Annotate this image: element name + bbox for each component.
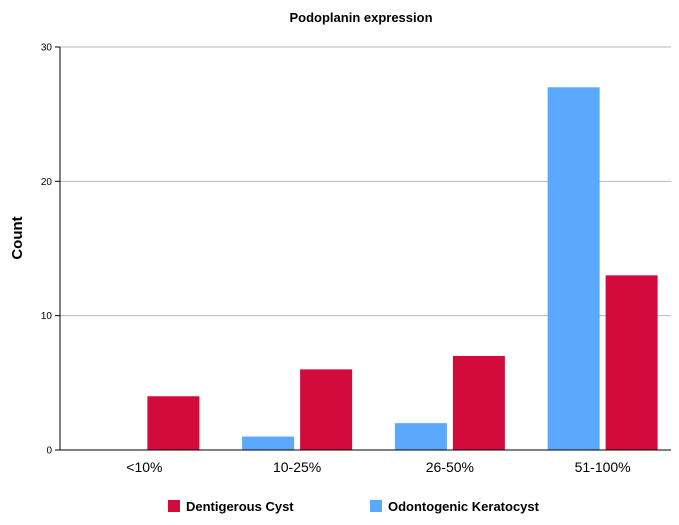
y-tick-label: 20	[41, 177, 53, 188]
x-category-label: <10%	[126, 459, 162, 475]
bar	[300, 369, 353, 450]
legend-swatch	[168, 500, 180, 512]
bar	[547, 87, 600, 451]
chart-title: Podoplanin expression	[289, 10, 432, 25]
x-categories: <10% 10-25% 26-50% 51-100%	[126, 459, 630, 475]
bar	[147, 396, 200, 450]
x-category-label: 26-50%	[426, 459, 474, 475]
x-category-label: 51-100%	[575, 459, 631, 475]
legend-swatch	[370, 500, 382, 512]
legend-label: Dentigerous Cyst	[186, 499, 294, 514]
y-axis-label: Count	[9, 216, 26, 259]
y-tick-label: 30	[41, 43, 53, 54]
y-tick-label: 10	[41, 311, 53, 322]
bar	[605, 275, 658, 450]
legend: Dentigerous Cyst Odontogenic Keratocyst	[168, 499, 540, 514]
bar	[394, 423, 447, 450]
axes	[59, 47, 671, 451]
legend-label: Odontogenic Keratocyst	[388, 499, 540, 514]
bars	[147, 87, 658, 451]
bar	[242, 436, 295, 450]
x-category-label: 10-25%	[273, 459, 321, 475]
y-ticks: 0 10 20 30	[41, 43, 60, 457]
bar	[452, 355, 505, 450]
y-tick-label: 0	[46, 446, 52, 457]
